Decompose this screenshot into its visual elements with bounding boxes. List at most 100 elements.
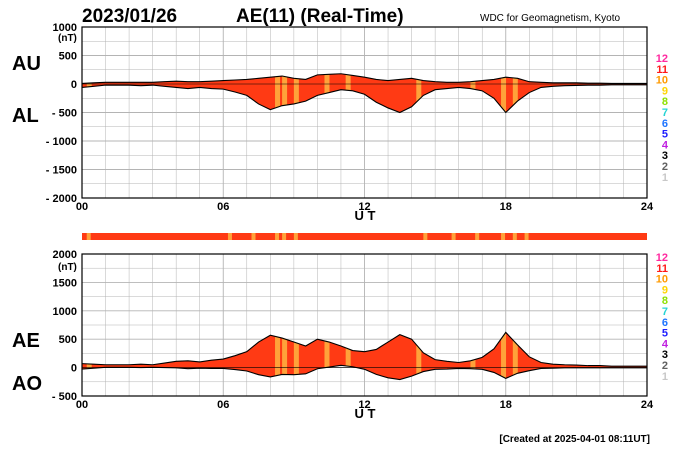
- ae-ao-light-band: [282, 332, 288, 380]
- station-count-label: 4: [662, 139, 669, 151]
- ae-ao-y-ticks: 2000 1500 1000 500 0 - 500: [52, 249, 77, 403]
- au-al-light-band: [512, 73, 518, 113]
- station-bar-light-segment: [227, 233, 232, 240]
- station-count-label: 7: [662, 107, 668, 119]
- station-count-label: 9: [662, 284, 668, 296]
- au-line: [81, 73, 647, 84]
- station-count-label: 1: [662, 371, 668, 383]
- ae-ao-x-tick-label: 06: [217, 399, 229, 411]
- ae-ao-x-axis-label: U T: [355, 406, 376, 421]
- station-count-label: 8: [662, 295, 668, 307]
- au-al-y-tick-label: - 1500: [46, 165, 77, 177]
- ae-ao-y-tick-label: 2000: [53, 249, 77, 261]
- index-title: AE(11) (Real-Time): [236, 6, 404, 27]
- station-count-label: 5: [662, 328, 668, 340]
- ae-ao-x-tick-label: 24: [641, 399, 654, 411]
- station-count-label: 12: [656, 53, 668, 65]
- ae-ao-light-band: [512, 332, 518, 380]
- station-bar-light-segment: [251, 233, 256, 240]
- ae-ao-x-tick-label: 18: [500, 399, 512, 411]
- station-count-label: 6: [662, 317, 668, 329]
- ao-side-label: AO: [12, 373, 42, 395]
- ae-ao-light-band: [345, 332, 351, 380]
- au-al-light-band: [501, 73, 507, 113]
- ae-ao-y-tick-label: 1000: [53, 306, 77, 318]
- au-al-x-tick-label: 18: [500, 201, 512, 213]
- station-count-label: 8: [662, 96, 668, 108]
- al-side-label: AL: [12, 105, 39, 127]
- au-al-light-band: [275, 73, 281, 113]
- au-al-light-band: [282, 73, 288, 113]
- ae-ao-y-tick-label: 0: [71, 363, 77, 375]
- au-al-y-tick-label: 1000: [53, 22, 77, 34]
- station-bar-light-segment: [512, 233, 517, 240]
- au-al-light-band: [416, 73, 422, 113]
- station-bar-light-segment: [282, 233, 287, 240]
- ae-line: [81, 331, 647, 367]
- ae-ao-unit-label: (nT): [58, 262, 77, 273]
- al-line: [81, 84, 647, 114]
- station-bar-light-segment: [423, 233, 428, 240]
- au-al-x-tick-label: 00: [76, 201, 88, 213]
- station-count-label: 10: [656, 274, 668, 286]
- station-count-label: 6: [662, 118, 668, 130]
- au-al-light-band: [293, 73, 299, 113]
- au-al-unit-label: (nT): [58, 33, 77, 44]
- station-bar-light-segment: [475, 233, 480, 240]
- ae-ao-light-band: [275, 332, 281, 380]
- ae-ao-light-band: [324, 332, 330, 380]
- ae-side-label: AE: [12, 330, 40, 352]
- creation-timestamp: [Created at 2025-04-01 08:11UT]: [499, 434, 650, 445]
- ae-ao-x-ticks: 00 06 12 18 24: [76, 399, 654, 411]
- station-count-label: 4: [662, 338, 669, 350]
- station-count-bar: [82, 233, 647, 240]
- ae-ao-light-band: [293, 332, 299, 380]
- ae-ao-x-tick-label: 12: [358, 399, 370, 411]
- station-bar-base: [82, 233, 647, 240]
- station-bar-light-segment: [524, 233, 529, 240]
- au-side-label: AU: [12, 53, 41, 75]
- station-count-label: 11: [656, 263, 668, 275]
- au-al-x-tick-label: 12: [358, 201, 370, 213]
- au-al-y-tick-label: 0: [71, 79, 77, 91]
- station-count-label: 10: [656, 75, 668, 87]
- station-bar-light-segment: [501, 233, 506, 240]
- ae-ao-y-tick-label: 1500: [53, 277, 77, 289]
- station-bar-light-segment: [451, 233, 456, 240]
- ae-ao-x-tick-label: 00: [76, 399, 88, 411]
- au-al-x-tick-label: 24: [641, 201, 654, 213]
- ae-ao-plot-frame: [81, 253, 648, 397]
- station-count-label: 5: [662, 129, 668, 141]
- ae-ao-y-tick-label: - 500: [52, 391, 77, 403]
- au-al-x-ticks: 00 06 12 18 24: [76, 201, 654, 213]
- au-al-x-axis-label: U T: [355, 208, 376, 223]
- station-bar-light-segment: [293, 233, 298, 240]
- au-al-plot-frame: [81, 26, 648, 199]
- ae-ao-light-band: [416, 332, 422, 380]
- source-credit: WDC for Geomagnetism, Kyoto: [480, 13, 620, 24]
- au-al-y-tick-label: - 2000: [46, 193, 77, 205]
- au-al-y-ticks: 1000 500 0 - 500 - 1000 - 1500 - 2000: [46, 22, 77, 205]
- station-count-label: 11: [656, 64, 668, 76]
- ae-ao-y-tick-label: 500: [59, 334, 77, 346]
- ae-ao-light-band: [501, 332, 507, 380]
- station-count-label: 2: [662, 360, 668, 372]
- au-al-y-tick-label: - 1000: [46, 136, 77, 148]
- station-count-label: 3: [662, 150, 668, 162]
- date-title: 2023/01/26: [82, 6, 177, 27]
- station-count-label: 7: [662, 306, 668, 318]
- station-count-label: 2: [662, 161, 668, 173]
- station-bar-light-segment: [86, 233, 91, 240]
- au-al-x-tick-label: 06: [217, 201, 229, 213]
- ae-ao-series: [81, 331, 647, 381]
- station-bar-light-segment: [275, 233, 280, 240]
- station-count-label: 3: [662, 349, 668, 361]
- station-count-label: 12: [656, 252, 668, 264]
- station-count-label: 1: [662, 172, 668, 184]
- au-al-y-tick-label: 500: [59, 51, 77, 63]
